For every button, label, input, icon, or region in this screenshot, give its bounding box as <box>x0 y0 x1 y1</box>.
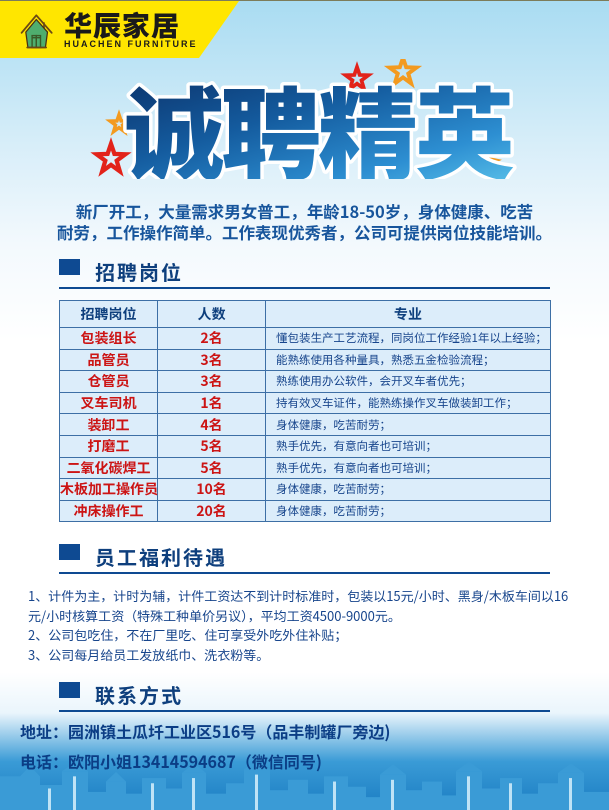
svg-text:诚聘精英: 诚聘精英 <box>124 59 514 179</box>
